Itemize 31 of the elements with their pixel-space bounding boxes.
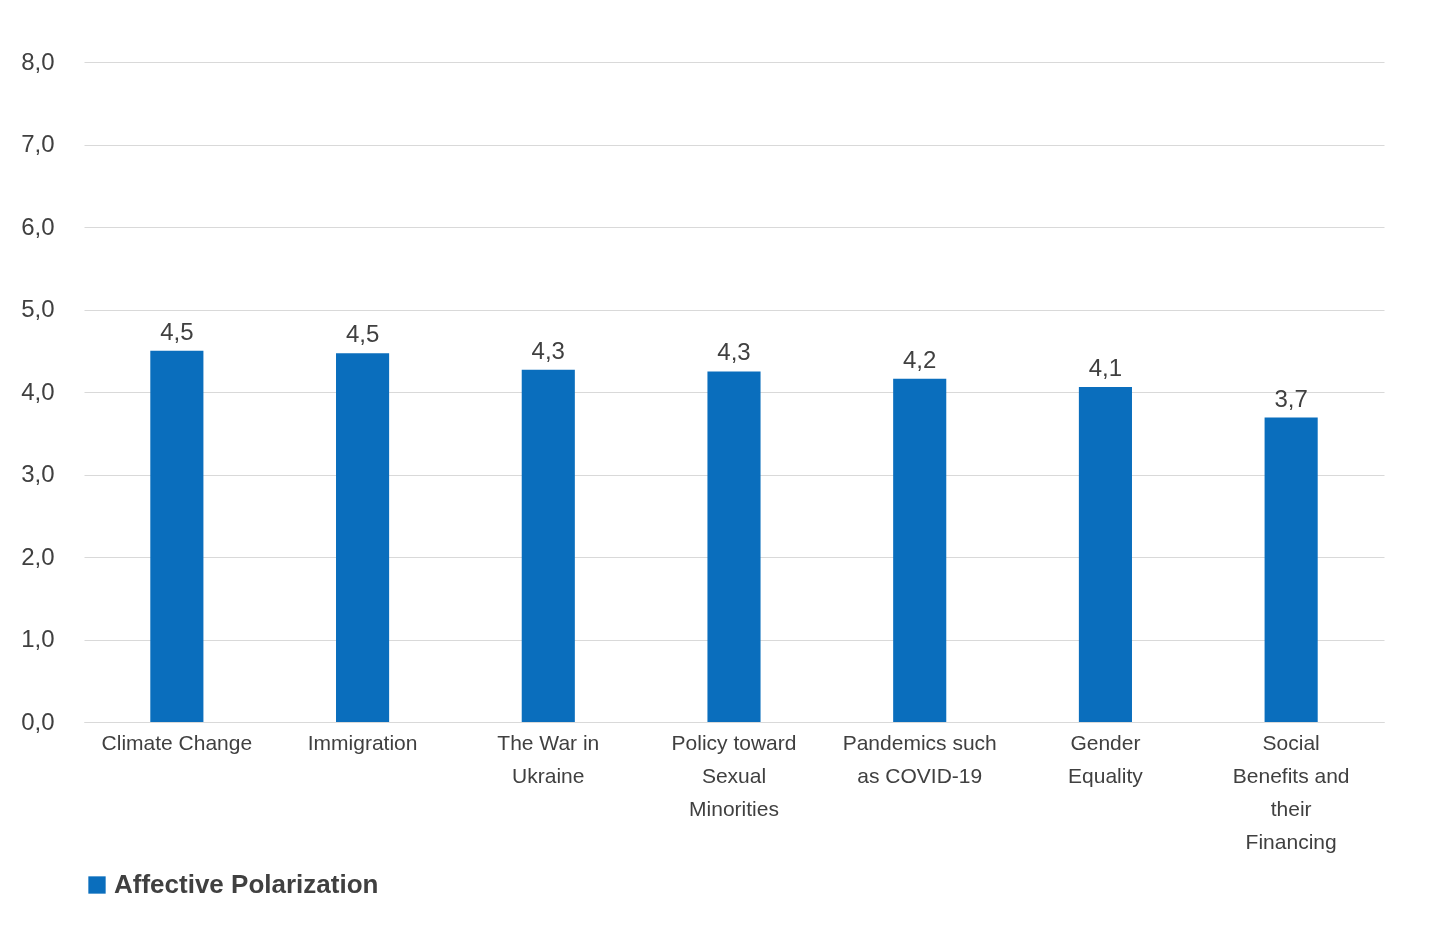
bar bbox=[1078, 387, 1132, 722]
bar bbox=[336, 353, 390, 722]
x-tick-label: Immigration bbox=[307, 730, 418, 754]
data-label: 4,2 bbox=[903, 345, 937, 373]
y-tick-label: 3,0 bbox=[21, 460, 55, 487]
y-tick-label: 2,0 bbox=[21, 542, 55, 570]
bar bbox=[707, 371, 761, 722]
bar bbox=[150, 350, 204, 722]
bar bbox=[1264, 417, 1318, 722]
bar bbox=[521, 369, 575, 722]
data-label: 4,5 bbox=[345, 320, 380, 348]
y-tick-label: 6,0 bbox=[21, 212, 55, 240]
data-label: 3,7 bbox=[1274, 384, 1308, 412]
y-tick-label: 0,0 bbox=[21, 707, 55, 735]
legend-label: Affective Polarization bbox=[114, 869, 379, 899]
x-tick-label: Climate Change bbox=[101, 730, 253, 754]
x-tick-label: The War in Ukraine bbox=[497, 730, 600, 787]
y-tick-label: 4,0 bbox=[21, 377, 55, 405]
data-label: 4,3 bbox=[531, 336, 565, 364]
x-tick-label: Gender Equality bbox=[1068, 730, 1144, 787]
y-tick-label: 7,0 bbox=[21, 130, 55, 157]
y-tick-label: 1,0 bbox=[21, 625, 55, 652]
data-label: 4,5 bbox=[160, 317, 194, 345]
data-label: 4,3 bbox=[717, 338, 751, 366]
x-tick-label: Social Benefits and their Financing bbox=[1232, 730, 1350, 853]
data-label: 4,1 bbox=[1088, 354, 1123, 382]
x-tick-label: Policy toward Sexual Minorities bbox=[671, 730, 797, 820]
y-tick-label: 8,0 bbox=[21, 47, 55, 75]
bar bbox=[893, 378, 947, 722]
y-tick-label: 5,0 bbox=[21, 295, 55, 322]
x-tick-label: Pandemics such as COVID-19 bbox=[842, 730, 997, 787]
